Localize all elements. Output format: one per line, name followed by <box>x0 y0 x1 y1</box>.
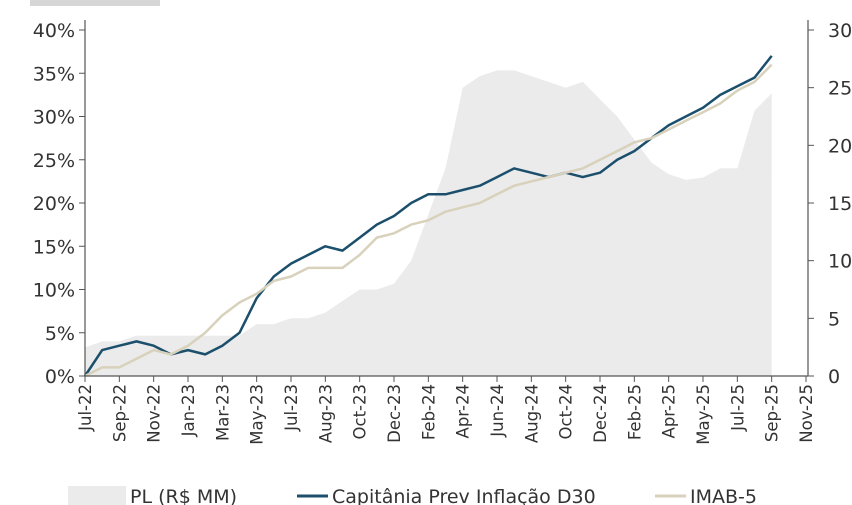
legend-label: IMAB-5 <box>690 486 757 505</box>
x-tick-label: Sep-25 <box>763 384 782 442</box>
y2-tick-label: 5 <box>828 308 840 330</box>
y-tick-label: 15% <box>33 236 75 258</box>
legend-swatch <box>68 486 126 505</box>
y-tick-label: 10% <box>33 280 75 302</box>
x-tick-label: Dec-23 <box>385 384 404 443</box>
x-tick-label: Nov-25 <box>797 384 816 443</box>
line <box>83 55 773 377</box>
y2-tick-label: 15 <box>828 193 852 215</box>
area <box>85 70 772 377</box>
y-tick-label: 30% <box>33 107 75 129</box>
x-tick-label: Jul-25 <box>728 384 747 432</box>
legend-label: PL (R$ MM) <box>130 486 237 505</box>
y-tick-label: 35% <box>33 63 75 85</box>
x-tick-label: Aug-24 <box>522 384 541 443</box>
line <box>84 63 773 378</box>
y-tick-label: 25% <box>33 150 75 172</box>
y2-tick-label: 25 <box>828 78 852 100</box>
y-tick-label: 5% <box>45 323 75 345</box>
y2-tick-label: 0 <box>828 366 840 388</box>
y-tick-label: 20% <box>33 193 75 215</box>
x-tick-label: Jul-23 <box>282 384 301 432</box>
y-tick-label: 0% <box>45 366 75 388</box>
legend-label: Capitânia Prev Inflação D30 <box>332 486 596 505</box>
x-tick-label: May-23 <box>248 384 267 445</box>
y-tick-label: 40% <box>33 20 75 42</box>
x-tick-label: Sep-22 <box>110 384 129 442</box>
y2-tick-label: 30 <box>828 20 852 42</box>
y2-tick-label: 20 <box>828 135 852 157</box>
x-tick-label: Aug-23 <box>316 384 335 443</box>
x-tick-label: Jan-23 <box>179 384 198 437</box>
x-tick-label: Apr-24 <box>454 384 473 438</box>
y2-tick-label: 10 <box>828 251 852 273</box>
title-bar <box>30 0 160 6</box>
x-tick-label: Dec-24 <box>591 384 610 443</box>
x-tick-label: Nov-22 <box>145 384 164 443</box>
x-tick-label: Mar-23 <box>213 384 232 441</box>
x-tick-label: Oct-23 <box>351 384 370 439</box>
x-tick-label: Jul-22 <box>76 384 95 432</box>
x-tick-label: Feb-24 <box>419 384 438 440</box>
x-tick-label: May-25 <box>694 384 713 445</box>
x-tick-label: Oct-24 <box>557 384 576 439</box>
x-tick-label: Feb-25 <box>625 384 644 440</box>
x-tick-label: Apr-25 <box>660 384 679 438</box>
x-tick-label: Jun-24 <box>488 384 507 438</box>
